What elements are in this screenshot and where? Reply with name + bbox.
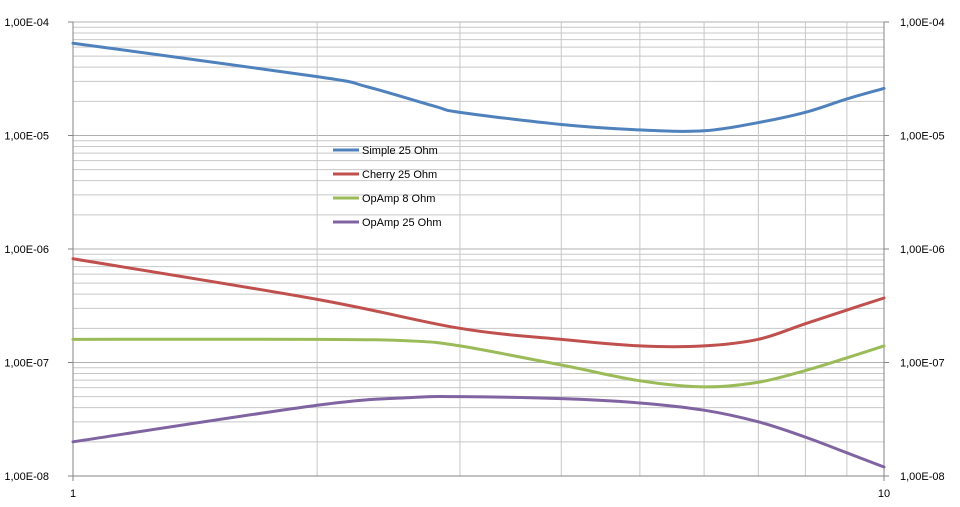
y-tick-label: 1,00E-05 — [4, 131, 49, 143]
series-line-cherry-25-ohm — [71, 257, 886, 349]
series-lines — [71, 41, 886, 469]
x-tick-label: 10 — [878, 488, 890, 500]
y-tick-label: 1,00E-07 — [900, 358, 945, 370]
y-tick-label: 1,00E-04 — [900, 17, 945, 29]
legend-label: Simple 25 Ohm — [362, 145, 438, 157]
x-tick-labels: 1 10 — [70, 488, 890, 500]
y-tick-label: 1,00E-04 — [4, 17, 49, 29]
y-tick-labels-left: 1,00E-04 1,00E-05 1,00E-06 1,00E-07 1,00E-08 — [4, 17, 49, 483]
grid — [73, 21, 884, 477]
y-tick-label: 1,00E-08 — [900, 471, 945, 483]
series-line-simple-25-ohm — [71, 41, 886, 133]
legend-label: OpAmp 25 Ohm — [362, 217, 441, 229]
legend-label: Cherry 25 Ohm — [362, 169, 437, 181]
y-tick-labels-right: 1,00E-04 1,00E-05 1,00E-06 1,00E-07 1,00E-08 — [900, 17, 945, 483]
y-tick-label: 1,00E-08 — [4, 471, 49, 483]
y-tick-label: 1,00E-05 — [900, 131, 945, 143]
legend-label: OpAmp 8 Ohm — [362, 193, 435, 205]
y-tick-label: 1,00E-06 — [4, 244, 49, 256]
legend: Simple 25 Ohm Cherry 25 Ohm OpAmp 8 Ohm OpA… — [333, 145, 441, 229]
y-tick-label: 1,00E-06 — [900, 244, 945, 256]
y-tick-label: 1,00E-07 — [4, 358, 49, 370]
series-line-opamp-8-ohm — [71, 337, 886, 389]
x-tick-label: 1 — [70, 488, 76, 500]
axes — [68, 21, 889, 481]
series-line-opamp-25-ohm — [71, 395, 886, 469]
